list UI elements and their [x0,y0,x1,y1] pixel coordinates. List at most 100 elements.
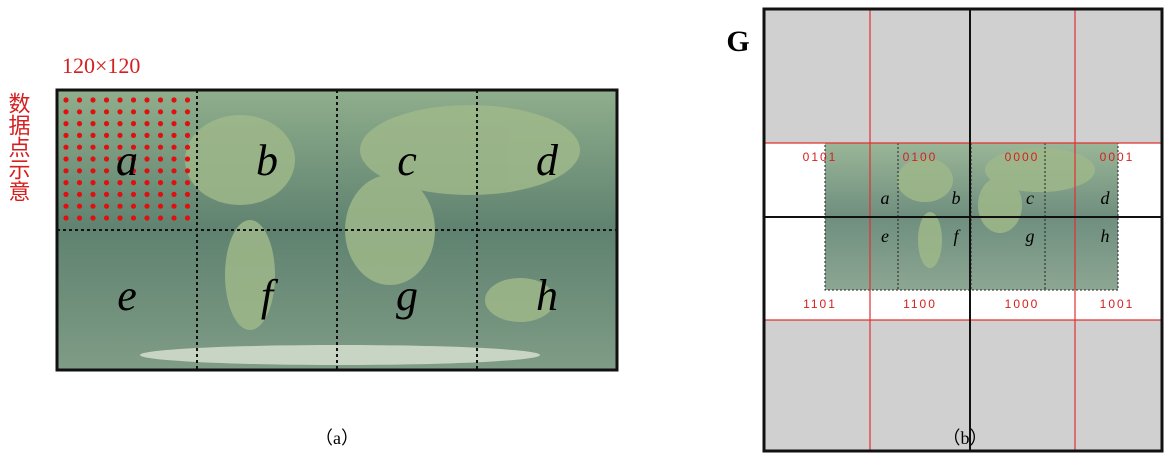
data-point [144,133,149,138]
data-point [117,192,122,197]
data-point [131,192,136,197]
data-point [131,109,136,114]
tile-label: b [952,188,961,208]
tile-label: h [536,271,558,320]
caption: （a） [315,428,359,448]
data-point [117,215,122,220]
data-point [171,180,176,185]
data-point [104,215,109,220]
data-point [77,109,82,114]
data-point [104,168,109,173]
data-point [158,204,163,209]
data-point [104,145,109,150]
data-point [144,109,149,114]
data-point [63,180,68,185]
data-point [63,133,68,138]
data-point [185,109,190,114]
data-point [63,168,68,173]
data-point [131,97,136,102]
data-point [104,156,109,161]
tile-label: a [881,188,890,208]
data-point [90,97,95,102]
code-label: 0100 [903,150,938,164]
tile-label: b [256,136,278,185]
code-label: 0000 [1005,150,1040,164]
data-point [90,133,95,138]
data-point [158,97,163,102]
data-point [63,109,68,114]
data-point [158,109,163,114]
data-point [158,168,163,173]
data-point [77,97,82,102]
data-point [158,145,163,150]
data-point [158,133,163,138]
data-point [171,109,176,114]
data-point [185,192,190,197]
code-label: 0001 [1100,150,1135,164]
data-point [90,121,95,126]
code-label: 1100 [903,297,937,311]
data-point [63,121,68,126]
data-point [171,204,176,209]
code-label: 1000 [1005,297,1040,311]
data-point [117,109,122,114]
tile-label: d [1101,188,1111,208]
data-point [144,97,149,102]
data-point [144,215,149,220]
tile-label: g [1026,226,1035,246]
data-point [158,156,163,161]
code-label: 1101 [803,297,837,311]
data-point [131,215,136,220]
tile-label: h [1101,226,1110,246]
size-label: 120×120 [62,53,140,78]
data-point [171,133,176,138]
tile-label: g [396,271,418,320]
data-point [144,192,149,197]
data-point [185,204,190,209]
data-point [185,156,190,161]
data-point [104,133,109,138]
data-point [77,215,82,220]
data-point [144,156,149,161]
data-point [171,168,176,173]
data-point [90,180,95,185]
data-point [117,121,122,126]
tile-label: c [397,136,417,185]
side-label: 数据点示意 [6,92,31,202]
code-label: 1001 [1100,297,1135,311]
data-point [185,97,190,102]
data-point [117,97,122,102]
data-point [104,109,109,114]
data-point [144,145,149,150]
figure: 120×120 数据点示意 abcdefgh （a） G [0,0,1170,460]
data-point [77,204,82,209]
code-label: 0101 [803,150,838,164]
data-point [185,145,190,150]
data-point [90,156,95,161]
tile-label: e [881,226,889,246]
data-point [90,215,95,220]
data-point [90,168,95,173]
data-point [77,168,82,173]
data-point [131,204,136,209]
data-point [117,204,122,209]
data-point [185,133,190,138]
data-point [104,204,109,209]
caption: （b） [943,428,988,448]
data-point [63,145,68,150]
data-point [144,121,149,126]
tile-label: a [116,136,138,185]
data-point [171,156,176,161]
data-point [63,215,68,220]
data-point [104,121,109,126]
data-point [158,121,163,126]
data-point [171,97,176,102]
data-point [90,145,95,150]
data-point [131,121,136,126]
tile-label: c [1026,188,1034,208]
data-point [63,192,68,197]
data-point [185,121,190,126]
data-point [77,121,82,126]
data-point [90,204,95,209]
data-point [77,180,82,185]
